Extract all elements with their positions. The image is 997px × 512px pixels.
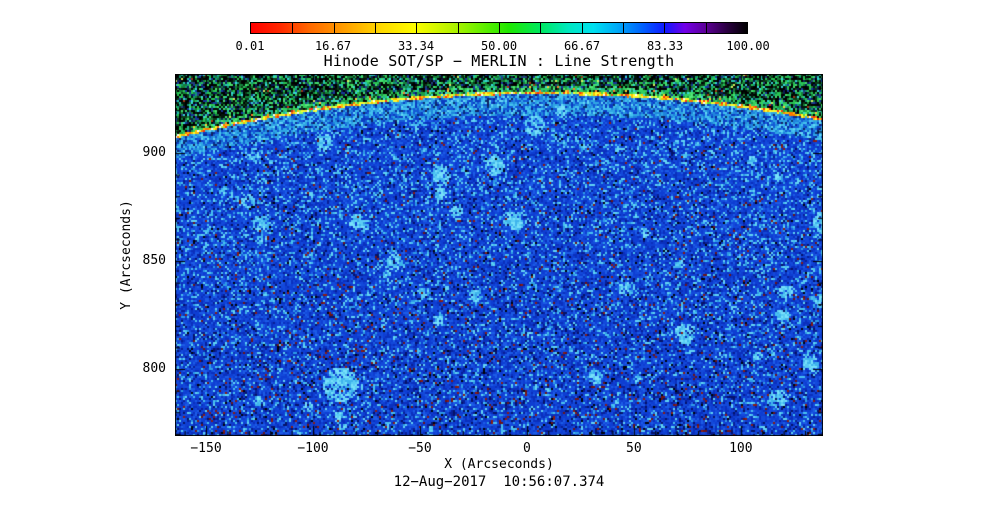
y-tick-label: 900	[142, 145, 166, 161]
colorbar-tick	[416, 23, 418, 33]
colorbar-tick	[581, 23, 583, 33]
heatmap-canvas	[175, 74, 823, 436]
colorbar-tick	[457, 23, 459, 33]
colorbar-tick	[664, 23, 666, 33]
x-tick-label: −50	[408, 441, 432, 456]
colorbar-tick-label: 66.67	[563, 39, 601, 53]
x-tick-label: −100	[297, 441, 329, 456]
colorbar-tick	[540, 23, 542, 33]
colorbar-tick	[375, 23, 376, 33]
x-tick-label: −150	[190, 441, 222, 456]
colorbar-tick	[292, 23, 294, 33]
y-tick-label: 800	[142, 361, 166, 377]
chart-title: Hinode SOT/SP − MERLIN : Line Strength	[323, 52, 675, 70]
x-tick-label: 100	[729, 441, 753, 456]
x-tick-label: 0	[522, 441, 531, 456]
colorbar-tick	[623, 23, 624, 33]
x-tick-label: 50	[626, 441, 642, 456]
colorbar-tick-labels: 0.01 16.67 33.34 50.00 66.67 83.33 100.00	[236, 39, 770, 53]
colorbar-tick	[333, 23, 335, 33]
colorbar	[250, 22, 748, 34]
x-axis-label: X (Arcseconds)	[444, 457, 554, 472]
colorbar-tick-label: 83.33	[646, 39, 684, 53]
colorbar-tick	[705, 23, 707, 33]
y-tick-label: 850	[142, 253, 166, 269]
timestamp-label: 12−Aug−2017 10:56:07.374	[393, 474, 605, 490]
colorbar-tick	[499, 23, 500, 33]
colorbar-tick-label: 50.00	[480, 39, 518, 53]
colorbar-tick-label: 33.34	[397, 39, 435, 53]
colorbar-tick-label: 16.67	[314, 39, 352, 53]
colorbar-tick-label: 100.00	[726, 39, 770, 53]
colorbar-tick-label: 0.01	[235, 39, 265, 53]
